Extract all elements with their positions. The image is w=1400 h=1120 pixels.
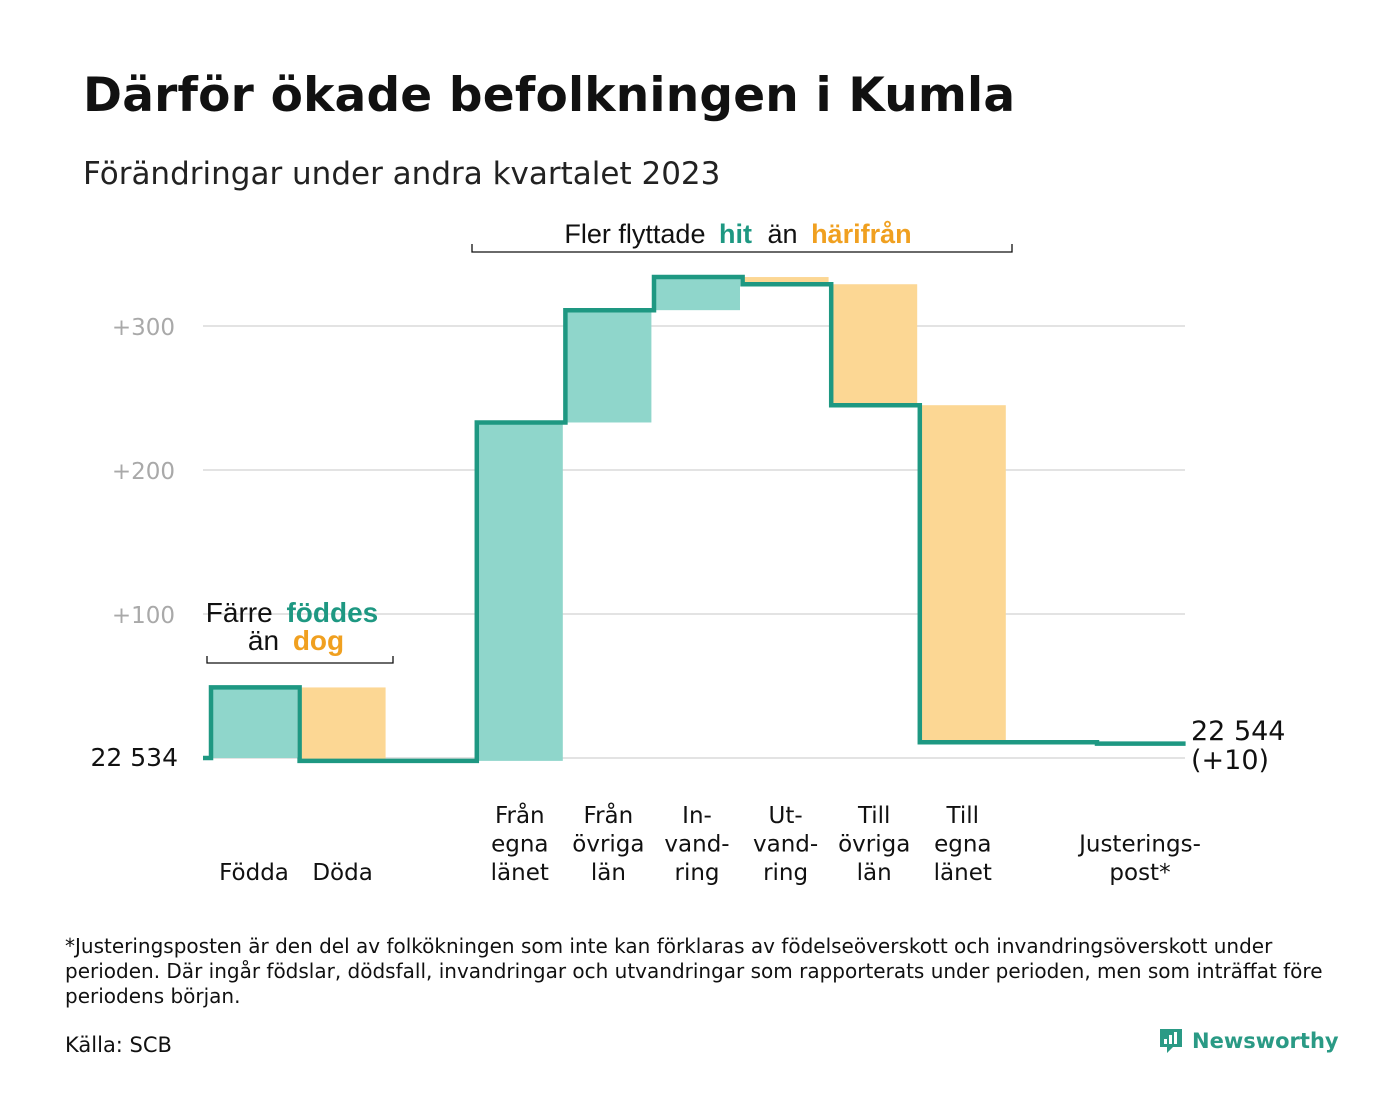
chart-title: Därför ökade befolkningen i Kumla [83,68,1016,123]
category-label: Till [857,803,891,829]
category-label: Födda [219,860,289,886]
waterfall-bar [919,405,1006,743]
category-label: Till [946,803,980,829]
annotation-highlight-increase: föddes [286,597,378,628]
y-tick-label: +100 [112,603,175,629]
bars-layer [211,277,1183,761]
waterfall-bar [211,687,297,758]
end-change-label: (+10) [1191,745,1269,776]
waterfall-bar [654,277,740,311]
chart-subtitle: Förändringar under andra kvartalet 2023 [83,156,721,192]
start-value-label: 22 534 [91,743,178,772]
annotation-highlight-increase: hit [719,219,752,249]
waterfall-chart: +100+200+300 Födda DödaFrånegnalänetFrånö… [91,219,1286,886]
category-label: vand- [664,832,729,858]
y-tick-label: +200 [112,459,175,485]
category-label: länet [934,860,992,886]
svg-text:Fler flyttade hit: Fler flyttade hit än härifrån [564,219,911,249]
cumulative-step-line [203,274,1186,764]
category-label: Från [584,801,634,829]
annotation-text: än [768,219,798,249]
footnote: *Justeringsposten är den del av folkökni… [65,934,1323,1008]
category-label: egna [934,832,991,858]
annotation-highlight-decrease: dog [293,625,344,656]
annotation-highlight-decrease: härifrån [811,219,912,249]
svg-text:Färre föddes: Färre föddes [206,597,378,628]
category-label: Från [495,801,545,829]
category-label: vand- [753,832,818,858]
brand-name: Newsworthy [1192,1029,1339,1053]
waterfall-bar [565,310,652,423]
annotation-bracket [471,244,1013,253]
annotation-migration: Fler flyttade hit än härifrån [471,219,1013,253]
waterfall-bar [299,687,386,761]
category-label: In- [682,803,712,829]
category-label: egna [491,832,548,858]
source-label: Källa: SCB [65,1033,172,1057]
labels-layer: Födda DödaFrånegnalänetFrånövrigalänIn-va… [91,716,1286,886]
category-label: ring [674,860,719,886]
category-label: län [591,860,626,886]
end-value-label: 22 544 [1191,716,1285,747]
category-label: län [857,860,892,886]
annotation-births-deaths: Färre föddes än dog [206,597,394,664]
category-label: länet [491,860,549,886]
annotation-bracket [206,656,394,664]
annotation-text: Fler flyttade [564,219,705,249]
category-label: Justerings- [1077,832,1201,858]
category-label: Döda [312,860,372,886]
annotation-text: Färre [206,597,273,628]
category-label: Ut- [769,803,803,829]
category-label: ring [763,860,808,886]
category-label: övriga [838,832,910,858]
category-label: övriga [572,832,644,858]
waterfall-bar [742,277,829,285]
svg-text:än dog: än dog [248,625,344,656]
y-tick-label: +300 [112,315,175,341]
waterfall-bar [476,422,563,761]
waterfall-bar [831,284,918,406]
annotation-text: än [248,625,279,656]
category-label: post* [1109,860,1170,886]
brand-logo: Newsworthy [1158,1027,1339,1055]
line-layer [203,274,1186,764]
newsworthy-logo-icon [1160,1029,1182,1053]
